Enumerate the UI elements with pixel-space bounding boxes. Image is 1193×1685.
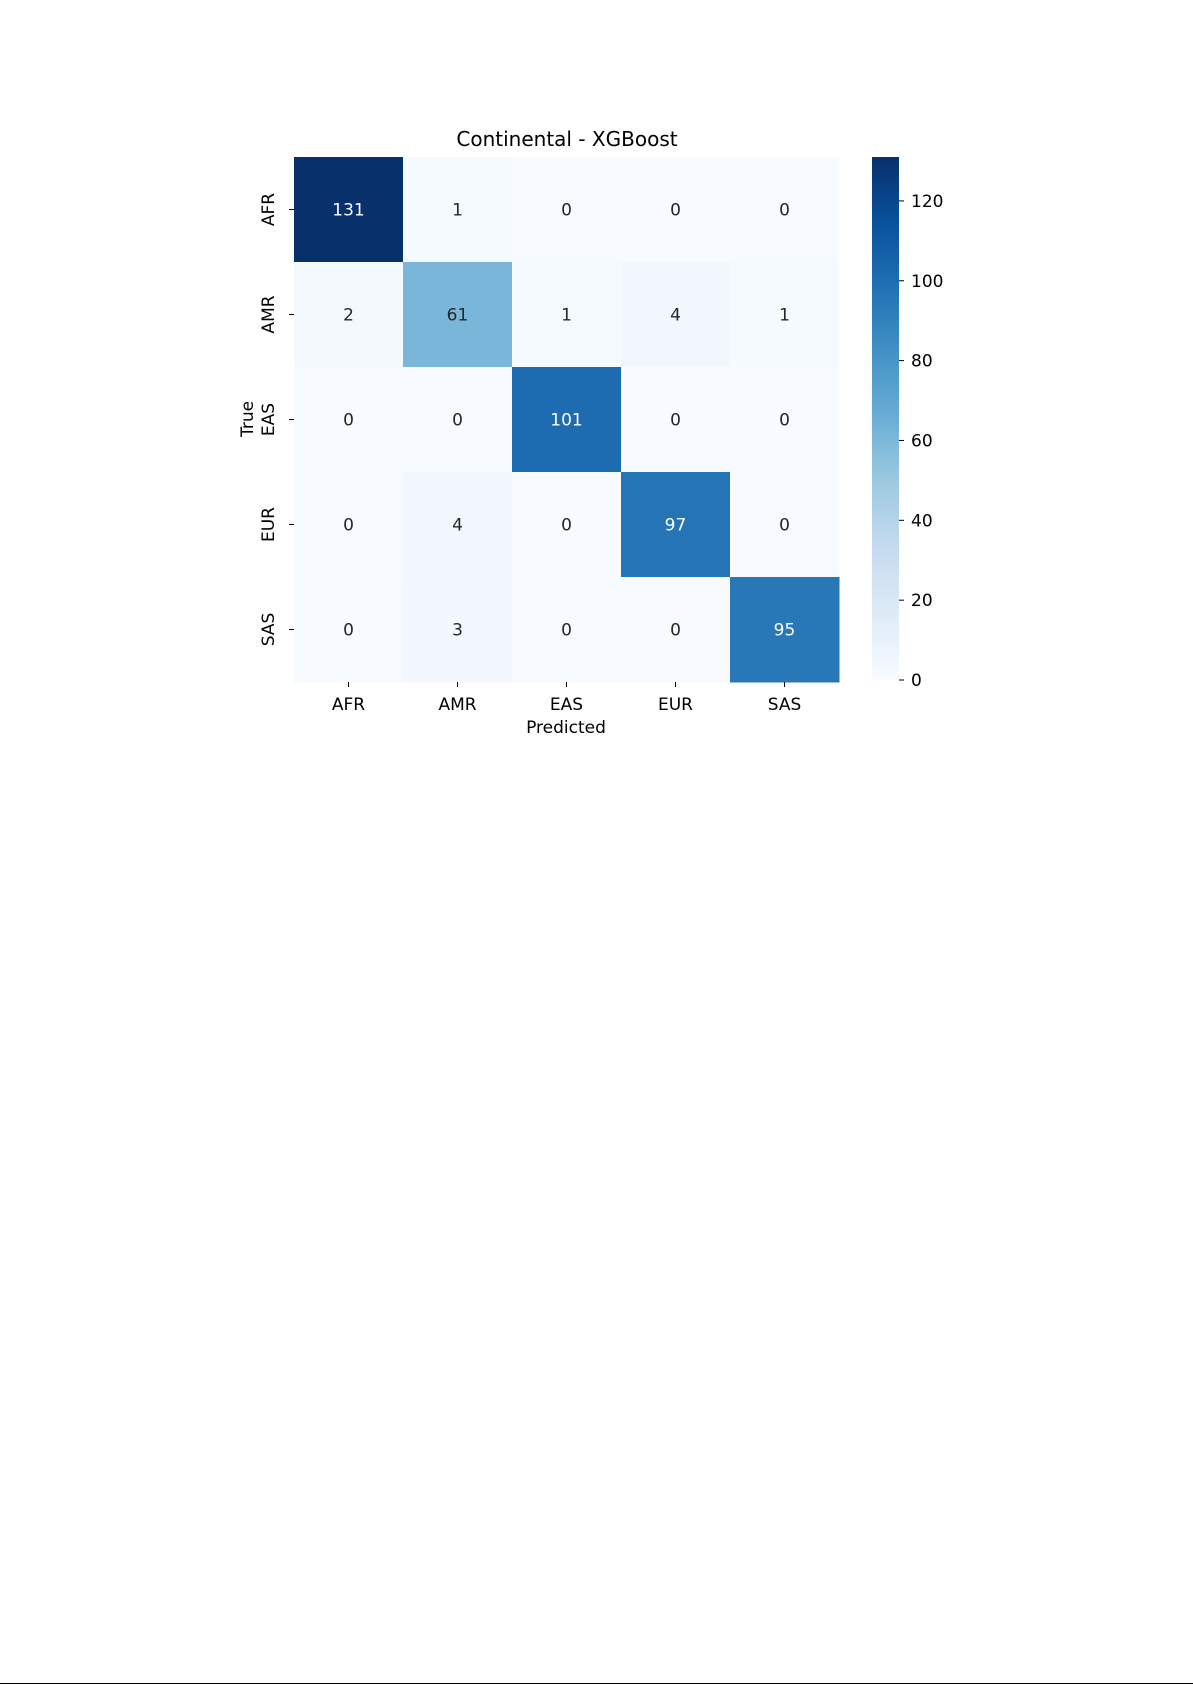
- cell-value-label: 0: [561, 201, 572, 221]
- heatmap-cell: [512, 472, 622, 578]
- y-tick-label: AMR: [259, 295, 279, 333]
- heatmap-cell: [294, 472, 404, 578]
- y-tick-label: EAS: [259, 403, 279, 436]
- colorbar-tick-label: 60: [911, 431, 933, 451]
- cell-value-label: 0: [561, 516, 572, 536]
- cell-value-label: 2: [343, 306, 354, 326]
- heatmap-cell: [730, 262, 840, 368]
- cell-value-label: 95: [774, 621, 796, 641]
- colorbar-tick-label: 80: [911, 352, 933, 372]
- x-tick-label: AMR: [438, 695, 476, 715]
- colorbar-tick-label: 40: [911, 511, 933, 531]
- heatmap-cell: [403, 367, 513, 473]
- cell-value-label: 0: [670, 411, 681, 431]
- cell-value-label: 4: [670, 306, 681, 326]
- heatmap-cell: [294, 577, 404, 683]
- y-tick-label: AFR: [259, 193, 279, 226]
- heatmap-cell: [730, 577, 840, 683]
- x-axis-ticks: AFR AMR EAS EUR SAS: [332, 682, 801, 715]
- heatmap-cell: [621, 262, 731, 368]
- cell-value-label: 0: [452, 411, 463, 431]
- x-tick-label: SAS: [768, 695, 802, 715]
- y-axis-ticks: AFR AMR EAS EUR SAS: [259, 193, 294, 647]
- cell-value-label: 61: [447, 306, 469, 326]
- cell-value-label: 0: [343, 621, 354, 641]
- heatmap-cell: [730, 472, 840, 578]
- x-tick-label: EUR: [658, 695, 693, 715]
- cell-labels: 131 1 0 0 0 2 61 1 4 1 0 0 101 0 0 0 4 0 97 0 0 3 0 0 95: [332, 201, 795, 641]
- heatmap-cell: [512, 577, 622, 683]
- cell-value-label: 97: [665, 516, 687, 536]
- cell-value-label: 1: [779, 306, 790, 326]
- cell-value-label: 1: [452, 201, 463, 221]
- y-tick-label: SAS: [259, 613, 279, 647]
- x-axis-label: Predicted: [526, 718, 606, 738]
- heatmap-cell: [730, 367, 840, 473]
- cell-value-label: 4: [452, 516, 463, 536]
- colorbar: [872, 157, 899, 680]
- heatmap-cell: [512, 367, 622, 473]
- cell-value-label: 0: [779, 201, 790, 221]
- heatmap-cell: [512, 157, 622, 263]
- heatmap-cell: [403, 577, 513, 683]
- cell-value-label: 3: [452, 621, 463, 641]
- cell-value-label: 0: [779, 516, 790, 536]
- cell-value-label: 0: [670, 621, 681, 641]
- colorbar-tick-label: 120: [911, 192, 943, 212]
- cell-value-label: 1: [561, 306, 572, 326]
- y-axis-label: True: [238, 401, 258, 438]
- cell-value-label: 101: [550, 411, 582, 431]
- cell-value-label: 0: [779, 411, 790, 431]
- cell-value-label: 0: [343, 516, 354, 536]
- cell-value-label: 0: [670, 201, 681, 221]
- heatmap-cell: [730, 157, 840, 263]
- colorbar-tick-label: 0: [911, 671, 922, 691]
- heatmap-cells: [294, 157, 840, 683]
- heatmap-cell: [294, 367, 404, 473]
- cell-value-label: 0: [343, 411, 354, 431]
- heatmap-cell: [621, 577, 731, 683]
- heatmap-cell: [403, 157, 513, 263]
- heatmap-cell: [512, 262, 622, 368]
- x-tick-label: AFR: [332, 695, 365, 715]
- x-tick-label: EAS: [550, 695, 583, 715]
- y-tick-label: EUR: [259, 507, 279, 542]
- colorbar-ticks: 0 20 40 60 80 100 120: [899, 192, 943, 691]
- heatmap-cell: [621, 472, 731, 578]
- heatmap-cell: [294, 157, 404, 263]
- colorbar-tick-label: 100: [911, 272, 943, 292]
- heatmap-cell: [294, 262, 404, 368]
- heatmap-cell: [403, 262, 513, 368]
- chart-title: Continental - XGBoost: [456, 127, 677, 151]
- cell-value-label: 131: [332, 201, 364, 221]
- page-bottom-rule: [0, 1683, 1193, 1684]
- heatmap-cell: [403, 472, 513, 578]
- heatmap-cell: [621, 157, 731, 263]
- heatmap-cell: [621, 367, 731, 473]
- cell-value-label: 0: [561, 621, 572, 641]
- colorbar-tick-label: 20: [911, 591, 933, 611]
